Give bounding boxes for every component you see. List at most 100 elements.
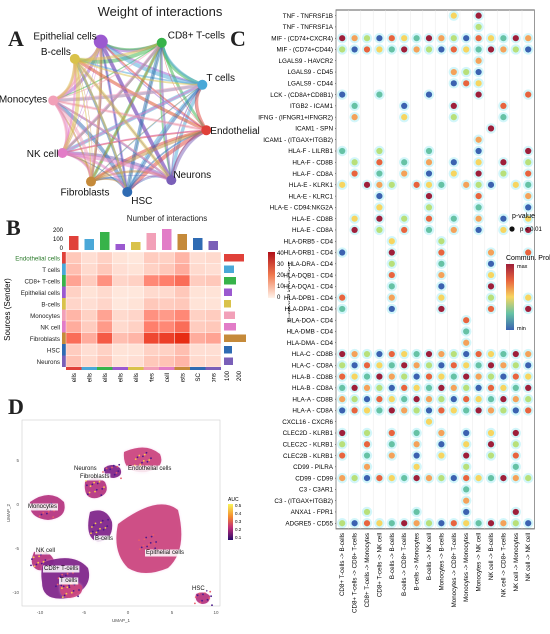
dot — [351, 215, 358, 222]
umap-legend-tick: 0.4 — [235, 511, 242, 516]
lr-label-hla-e-klrk1: HLA-E - KLRK1 — [289, 182, 334, 189]
dot — [388, 384, 395, 391]
dot — [438, 271, 445, 279]
umap-point — [202, 593, 204, 596]
umap-label-bg — [59, 577, 79, 585]
heatmap-cell — [127, 343, 144, 356]
dot — [351, 373, 358, 380]
panel-b-letter: B — [6, 215, 21, 240]
heatmap-cell — [189, 263, 206, 276]
heatmap-col-label-epithelial-cells: Epithelial cells — [117, 373, 124, 382]
network-edge — [90, 84, 203, 182]
pair-label-b-cells-b-cells: B-cells -> B-cells — [389, 533, 396, 579]
lr-label-hla-e-cd8b: HLA-E - CD8B — [292, 216, 333, 223]
heatmap-cell — [174, 263, 191, 276]
umap-label-bg — [191, 585, 207, 593]
heatmap-cell — [112, 320, 129, 333]
heatmap-cell — [143, 355, 160, 368]
umap-point — [33, 565, 36, 568]
dot — [363, 452, 371, 459]
dot — [525, 181, 532, 188]
heatmap-cell — [112, 263, 129, 276]
heatmap-col-color — [174, 367, 190, 370]
panel-d-umap: -10 -5 0 5 10 5 0 -5 -10 UMAP_1 UMAP_2 Fibroblasts… — [6, 419, 242, 623]
umap-point — [97, 529, 100, 532]
lr-label-lck-cd8a-cd8b1: LCK - (CD8A+CD8B1) — [270, 92, 333, 99]
heatmap-right-bar — [224, 254, 244, 262]
umap-point — [116, 465, 119, 468]
umap-point — [61, 596, 64, 599]
dot — [388, 452, 395, 459]
dot — [512, 181, 519, 188]
network-edge — [61, 83, 203, 155]
dot — [512, 362, 519, 369]
dot — [363, 35, 371, 42]
heatmap-col-label-b-cells: B-cells — [133, 373, 140, 382]
node-hsc — [122, 186, 133, 197]
heatmap-cell — [158, 343, 175, 356]
umap-point — [109, 468, 112, 471]
umap-point — [40, 513, 43, 516]
dot — [487, 294, 495, 301]
umap-point — [30, 564, 32, 567]
node-fibroblasts — [86, 176, 96, 187]
dot — [512, 508, 519, 516]
heatmap-cell — [189, 251, 206, 264]
network-edge — [74, 58, 207, 131]
dot — [388, 35, 395, 42]
dot — [475, 170, 482, 177]
umap-y-tick: 0 — [16, 502, 19, 507]
umap-point — [150, 457, 152, 460]
umap-x-title: UMAP_1 — [112, 618, 131, 623]
umap-point — [142, 455, 144, 458]
heatmap-col-color — [112, 367, 128, 370]
umap-cluster-hsc — [195, 592, 210, 604]
dot — [401, 407, 408, 414]
heatmap-cell — [189, 332, 206, 345]
dot — [525, 294, 532, 301]
dot — [475, 362, 482, 369]
heatmap-cell — [81, 286, 98, 299]
umap-x-tick: 5 — [171, 610, 174, 615]
lr-label-hla-f-cd8b: HLA-F - CD8B — [292, 159, 333, 166]
heatmap-row-color — [62, 309, 66, 321]
dot — [438, 294, 445, 301]
dot — [376, 475, 383, 482]
node-label-b-cells: B-cells — [41, 47, 71, 58]
dot — [500, 35, 507, 42]
lr-label-hla-a-cd8b: HLA-A - CD8B — [292, 396, 333, 403]
dot — [339, 305, 346, 313]
dot — [463, 497, 470, 504]
umap-point — [32, 556, 35, 559]
umap-point — [210, 595, 213, 598]
lr-label-hla-dpb1-cd4: HLA-DPB1 - CD4 — [284, 295, 333, 302]
dot — [475, 12, 482, 19]
dot — [438, 384, 445, 391]
node-monocytes — [48, 95, 59, 106]
dot — [525, 147, 532, 155]
dot — [525, 362, 532, 369]
dot — [475, 68, 482, 76]
dot — [450, 68, 457, 76]
dot — [425, 215, 433, 222]
dot — [425, 475, 433, 482]
dot — [351, 114, 358, 121]
dot — [438, 35, 445, 42]
dot — [339, 520, 346, 527]
heatmap-col-label-hsc: HSC — [195, 372, 202, 382]
umap-point — [101, 488, 104, 490]
heatmap-cell — [65, 274, 82, 287]
heatmap-right-bar — [224, 323, 236, 331]
dot — [388, 475, 395, 482]
dot — [487, 181, 495, 188]
dot — [363, 396, 371, 403]
heatmap-cell — [81, 297, 98, 310]
umap-point — [90, 532, 92, 535]
dot — [438, 475, 445, 482]
umap-point — [118, 463, 121, 466]
heatmap-right-bar — [224, 277, 236, 285]
umap-legend-bar — [228, 504, 233, 540]
dot — [475, 57, 482, 64]
dot — [339, 441, 346, 448]
dot — [413, 407, 420, 414]
